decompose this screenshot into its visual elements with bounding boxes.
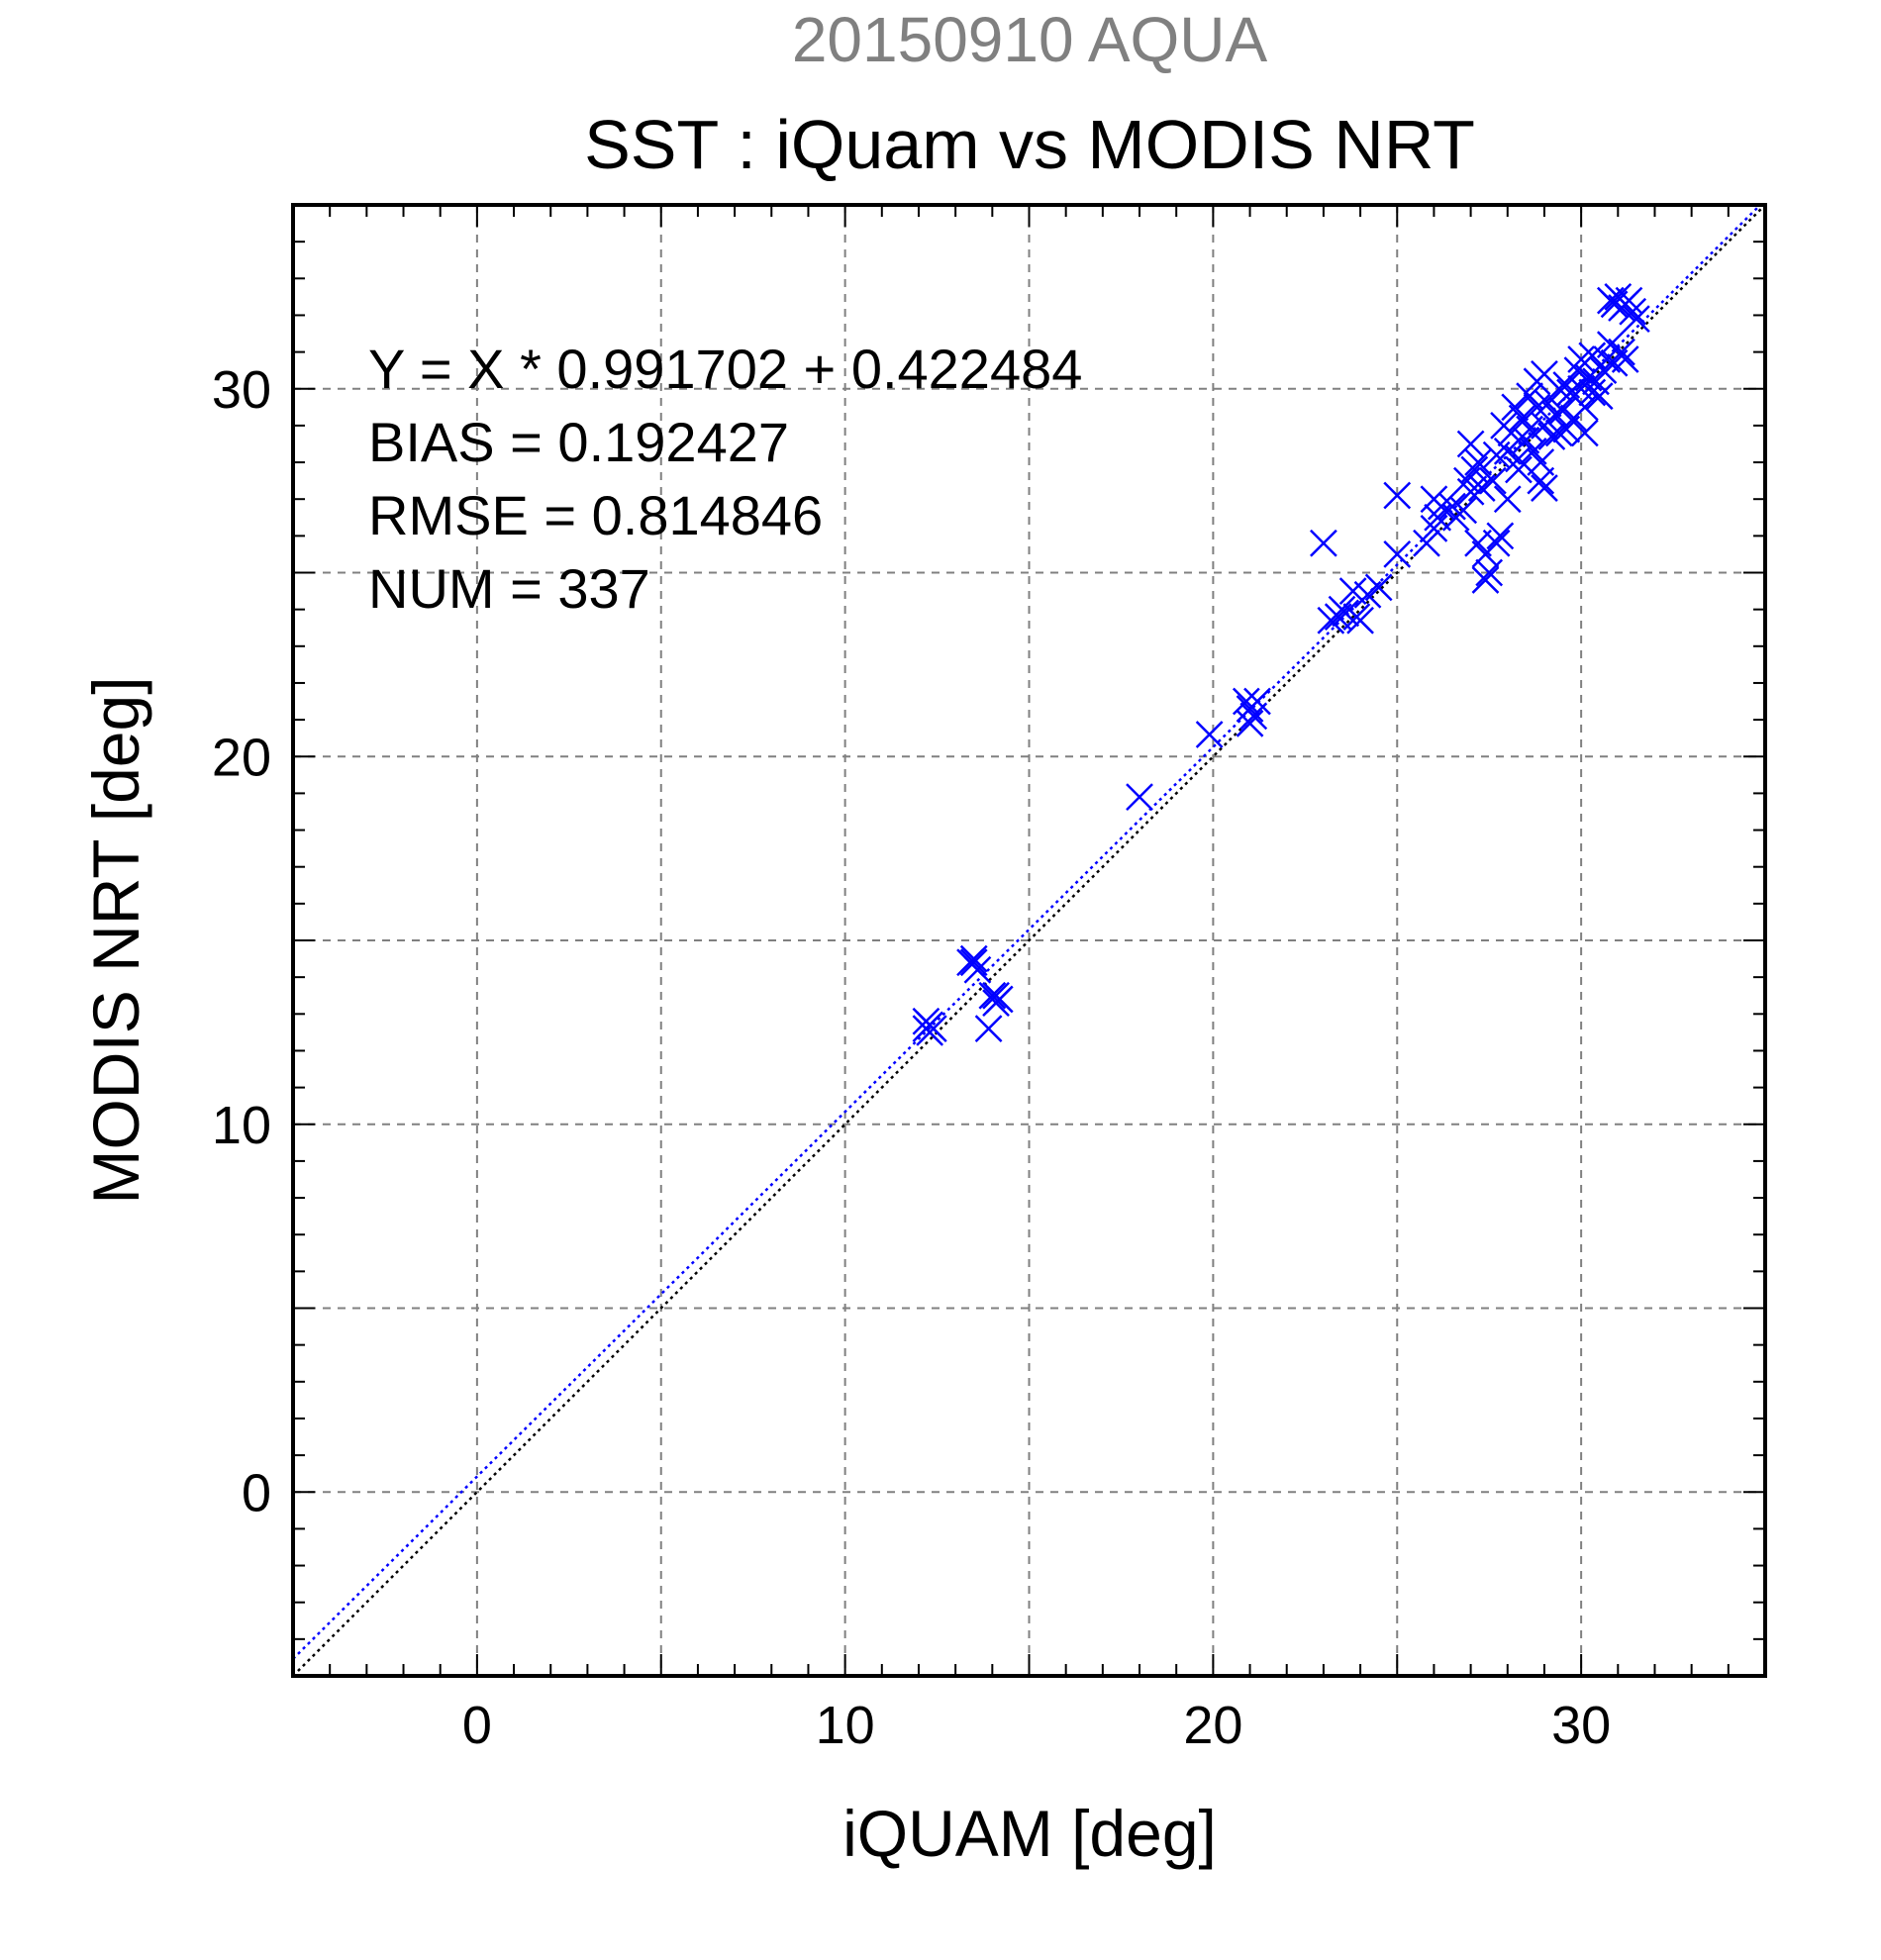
y-axis-label: MODIS NRT [deg] <box>79 676 152 1204</box>
data-point <box>978 981 1007 1010</box>
data-point <box>1427 492 1455 521</box>
x-tick-label: 30 <box>1551 1696 1611 1755</box>
data-point <box>1310 529 1337 557</box>
y-tick-label: 0 <box>242 1463 271 1522</box>
data-point <box>1623 305 1650 334</box>
data-point <box>1126 783 1153 811</box>
data-point <box>1497 419 1526 447</box>
data-point <box>959 944 988 973</box>
fit-line <box>292 204 1761 1660</box>
data-point <box>1567 345 1596 373</box>
data-point <box>1537 423 1566 450</box>
data-point <box>1482 529 1511 557</box>
data-point <box>1479 466 1507 495</box>
data-point <box>1236 709 1264 737</box>
data-point <box>1570 419 1599 447</box>
reference-lines <box>292 204 1766 1677</box>
data-point <box>1383 481 1412 510</box>
bias-label: BIAS = 0.192427 <box>368 411 789 473</box>
data-point <box>1464 448 1492 476</box>
data-point <box>963 955 992 984</box>
data-point <box>1523 393 1551 422</box>
data-point <box>974 1015 1003 1043</box>
data-point <box>982 981 1010 1010</box>
data-point <box>1505 444 1533 473</box>
data-point <box>1541 400 1569 429</box>
grid-lines <box>293 205 1765 1676</box>
data-point <box>912 1007 940 1035</box>
data-point <box>1475 558 1504 587</box>
y-tick-label: 10 <box>212 1096 271 1155</box>
data-point <box>1346 606 1374 635</box>
data-point <box>1413 529 1440 557</box>
data-point <box>1531 474 1558 502</box>
data-point <box>1471 566 1500 594</box>
data-point <box>1243 687 1271 716</box>
num-label: NUM = 337 <box>368 557 650 620</box>
data-point <box>1456 477 1485 506</box>
x-tick-label: 0 <box>462 1696 492 1755</box>
data-point <box>1383 540 1412 568</box>
data-point <box>1486 522 1515 550</box>
y-tick-label: 30 <box>212 360 271 420</box>
data-point <box>1505 455 1533 484</box>
data-point <box>959 948 988 977</box>
data-point <box>1619 297 1647 326</box>
fit-equation-label: Y = X * 0.991702 + 0.422484 <box>368 338 1082 400</box>
data-point <box>1493 485 1522 514</box>
data-point <box>1332 599 1360 628</box>
data-point <box>1482 441 1511 469</box>
x-axis-label: iQUAM [deg] <box>842 1797 1217 1870</box>
plot-frame <box>291 203 1767 1678</box>
data-point <box>916 1018 944 1046</box>
x-tick-label: 10 <box>816 1696 875 1755</box>
data-point <box>1420 515 1448 542</box>
data-point <box>1460 455 1489 484</box>
tick-labels: 0 10 20 30 0 10 20 30 <box>212 360 1611 1755</box>
data-point <box>1232 687 1260 716</box>
data-point <box>1449 496 1478 525</box>
rmse-label: RMSE = 0.814846 <box>368 484 823 546</box>
data-point <box>1364 573 1393 602</box>
data-point <box>1527 466 1555 495</box>
chart-title: SST : iQuam vs MODIS NRT <box>584 106 1475 183</box>
data-point <box>1615 286 1643 315</box>
data-point <box>1570 393 1599 422</box>
data-point <box>1608 338 1635 366</box>
x-tick-label: 20 <box>1183 1696 1242 1755</box>
data-point <box>1456 430 1485 458</box>
data-point <box>1611 345 1639 373</box>
data-point <box>1585 382 1614 411</box>
chart-subtitle: 20150910 AQUA <box>792 4 1268 75</box>
identity-line <box>292 204 1766 1677</box>
y-tick-label: 20 <box>212 728 271 787</box>
data-points <box>912 282 1650 1046</box>
data-point <box>1438 492 1466 521</box>
data-point <box>1578 378 1607 407</box>
data-point <box>1195 721 1224 748</box>
